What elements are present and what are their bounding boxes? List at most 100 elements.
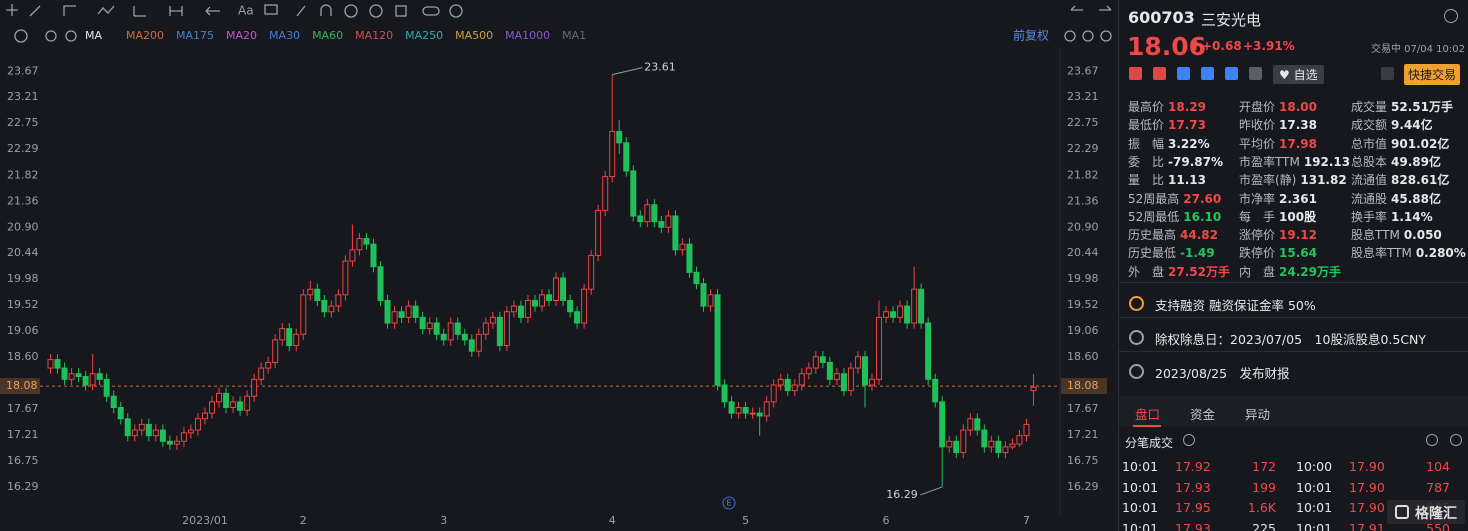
- candle-body: [216, 392, 223, 403]
- candle-body: [124, 418, 131, 437]
- y-tick-label: 16.75: [7, 454, 39, 467]
- stat-label: 平均价: [1239, 136, 1276, 151]
- tab[interactable]: 盘口: [1135, 407, 1161, 422]
- candle-body: [953, 440, 960, 454]
- magnet-tool[interactable]: [320, 4, 332, 16]
- hide-tool[interactable]: [369, 4, 383, 18]
- undo[interactable]: [1070, 5, 1083, 11]
- stat-label: 委 比: [1128, 154, 1165, 169]
- y-tick-label: 18.60: [7, 350, 39, 363]
- note-tool[interactable]: [264, 4, 278, 15]
- line-tool[interactable]: [29, 5, 41, 17]
- tag-icon[interactable]: [1201, 67, 1214, 80]
- candle-body: [756, 412, 763, 417]
- tab[interactable]: 异动: [1245, 407, 1271, 422]
- ma-close[interactable]: [65, 30, 77, 42]
- tab[interactable]: 资金: [1190, 407, 1216, 422]
- candle-body: [152, 429, 159, 437]
- channel-tool[interactable]: [63, 5, 76, 16]
- reset[interactable]: [1064, 30, 1076, 42]
- zoom-out[interactable]: [1082, 30, 1094, 42]
- trade-price: 17.93: [1175, 520, 1211, 531]
- collapse[interactable]: [14, 29, 28, 43]
- stat-label: 跌停价: [1239, 246, 1276, 261]
- trade-price: 17.90: [1349, 479, 1385, 495]
- toggle-tool[interactable]: [422, 6, 440, 16]
- y-tick-label: 23.21: [7, 90, 39, 103]
- ma-label: MA30: [269, 29, 300, 42]
- trade-price: 17.90: [1349, 500, 1385, 515]
- candle-body: [314, 288, 321, 301]
- stat-value: 17.38: [1279, 118, 1317, 133]
- ma-settings[interactable]: [45, 30, 57, 42]
- tag-icon[interactable]: [1129, 67, 1142, 80]
- eye-tool[interactable]: [344, 4, 358, 18]
- candle-body: [328, 305, 335, 313]
- y-tick-label: 19.06: [1067, 324, 1099, 337]
- candle-body: [1030, 386, 1037, 392]
- indicator-label[interactable]: MA: [85, 29, 102, 42]
- wave-tool[interactable]: [97, 5, 115, 15]
- fib-tool[interactable]: [133, 6, 146, 17]
- candle-body: [342, 260, 349, 296]
- candle-body: [1016, 435, 1023, 445]
- y-tick-label: 17.67: [1067, 402, 1099, 415]
- arrow-tool[interactable]: [205, 6, 220, 16]
- candle-body: [377, 266, 384, 301]
- last-price: 18.06: [1127, 32, 1207, 61]
- stat-row: 换手率 1.14%: [1351, 206, 1433, 225]
- stat-row: 市盈率(静) 131.82: [1239, 169, 1347, 188]
- candle-body: [173, 440, 180, 445]
- x-tick-label: 3: [440, 514, 447, 527]
- tag-icon[interactable]: [1177, 67, 1190, 80]
- move-tool[interactable]: [6, 4, 18, 16]
- candle-body: [546, 294, 553, 301]
- candle-body: [201, 412, 208, 420]
- candle-body: [925, 322, 932, 380]
- stat-value: 901.02亿: [1391, 136, 1450, 151]
- candle-body: [686, 243, 693, 273]
- stat-value: 27.60: [1183, 191, 1222, 206]
- trade-time: 10:01: [1122, 520, 1159, 531]
- zoom-in[interactable]: [1100, 30, 1112, 42]
- zoom-out[interactable]: [1426, 434, 1438, 446]
- candle-body: [833, 373, 840, 380]
- measure-tool[interactable]: [169, 6, 183, 16]
- candle-body: [47, 359, 54, 369]
- stat-row: 内 盘 24.29万手: [1239, 261, 1341, 280]
- y-tick-label: 16.29: [1067, 480, 1099, 493]
- settings-tool[interactable]: [449, 4, 463, 18]
- settings-icon[interactable]: [1444, 9, 1458, 23]
- candle-body: [560, 277, 567, 301]
- pen-tool[interactable]: [296, 5, 306, 17]
- alert-icon[interactable]: [1381, 67, 1394, 80]
- candle-body: [1009, 443, 1016, 448]
- trade-time: 10:01: [1122, 479, 1159, 495]
- stat-row: 市净率 2.361: [1239, 188, 1317, 207]
- zoom-in[interactable]: [1450, 434, 1462, 446]
- quick-trade-button[interactable]: 快捷交易: [1404, 64, 1461, 85]
- trade-volume: 104: [1426, 459, 1450, 474]
- stat-label: 内 盘: [1239, 264, 1276, 279]
- tag-icon[interactable]: [1225, 67, 1238, 80]
- text-tool[interactable]: Aa: [238, 4, 254, 18]
- watch-button[interactable]: ♥ 自选: [1273, 65, 1324, 84]
- tag-icon[interactable]: [1249, 67, 1262, 80]
- stat-label: 52周最高: [1128, 191, 1180, 206]
- candle-body: [721, 384, 728, 403]
- tag-icon[interactable]: [1153, 67, 1166, 80]
- candle-body: [574, 311, 581, 324]
- candle-body: [904, 305, 911, 324]
- candle-body: [988, 440, 995, 448]
- event-marker[interactable]: [722, 496, 736, 510]
- candle-body: [693, 271, 700, 285]
- restore-label[interactable]: 前复权: [1013, 28, 1049, 43]
- toolbar: [6, 4, 1112, 43]
- stat-row: 平均价 17.98: [1239, 133, 1317, 152]
- y-tick-label: 17.21: [7, 428, 39, 441]
- candle-body: [911, 288, 918, 324]
- delete-tool[interactable]: [395, 5, 407, 17]
- stat-row: 市盈率TTM 192.13: [1239, 151, 1350, 170]
- info-icon[interactable]: [1183, 434, 1195, 446]
- redo[interactable]: [1099, 5, 1112, 11]
